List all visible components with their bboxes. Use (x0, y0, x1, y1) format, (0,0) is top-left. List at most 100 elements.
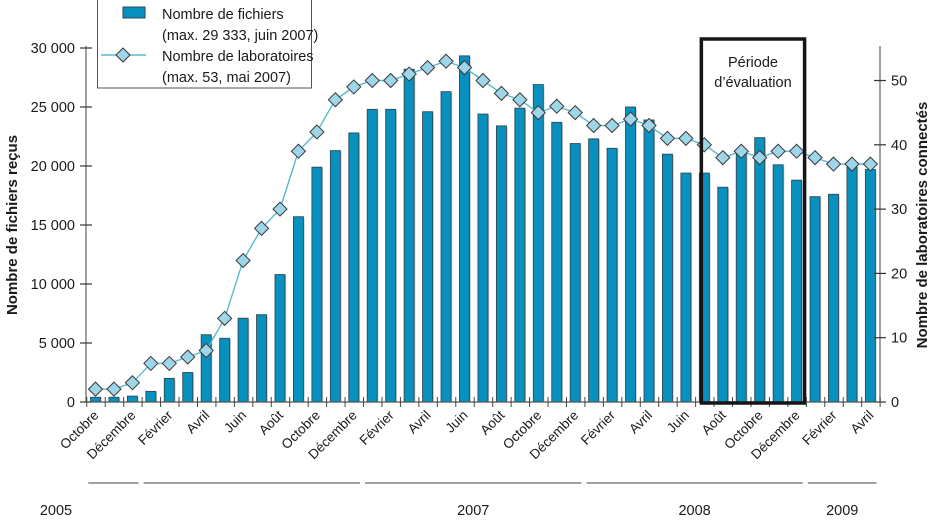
bar (791, 179, 803, 403)
bar (809, 196, 821, 403)
evaluation-period-label-line1: Période (728, 55, 778, 71)
labs-marker (475, 72, 491, 89)
bar (108, 396, 120, 403)
x-tick-label-month: Juin (443, 408, 471, 436)
x-tick-label-month: Février (357, 407, 398, 448)
labs-marker (585, 117, 602, 134)
legend-bar-swatch (122, 6, 146, 19)
bar (532, 84, 544, 403)
bar (311, 166, 323, 403)
labs-marker (143, 355, 159, 372)
labs-marker (235, 252, 251, 269)
bar (495, 125, 507, 403)
x-tick-label-month: Février (578, 407, 619, 448)
labs-marker (364, 72, 380, 89)
labs-marker (512, 92, 528, 108)
labs-marker (290, 143, 307, 159)
bar (717, 186, 729, 403)
labs-marker (253, 220, 270, 237)
labs-marker (844, 156, 860, 172)
labs-marker (825, 156, 842, 172)
y-tick-label-left: 10 000 (31, 277, 75, 293)
y-tick-label-left: 5 000 (39, 336, 75, 352)
bar (588, 138, 600, 403)
bar (385, 108, 397, 403)
y-axis-title-right: Nombre de laboratoires connectés (914, 102, 931, 349)
y-tick-label-right: 20 (891, 266, 907, 282)
bar (846, 165, 858, 403)
bar (348, 132, 360, 403)
labs-marker (530, 104, 547, 121)
x-tick-label-month: Avril (848, 408, 877, 437)
labs-marker (770, 143, 786, 159)
bar (625, 106, 636, 403)
bar (256, 314, 267, 403)
y-tick-label-left: 25 000 (31, 100, 75, 116)
y-tick-label-right: 0 (891, 395, 899, 411)
labs-marker (161, 355, 178, 372)
year-label: 2007 (457, 503, 489, 519)
y-tick-label-right: 30 (891, 202, 907, 218)
bar (274, 274, 286, 403)
labs-marker (272, 201, 288, 217)
axes-layer (80, 46, 886, 407)
labs-marker (401, 66, 417, 82)
bar (293, 216, 304, 403)
bars-layer (90, 55, 877, 403)
bar (403, 68, 415, 403)
labs-marker (124, 375, 141, 391)
bar (329, 150, 341, 403)
labs-marker (106, 381, 122, 397)
labs-marker (327, 92, 344, 108)
bar (606, 147, 618, 403)
legend-label-labs: Nombre de laboratoires (162, 49, 314, 65)
bar (126, 395, 138, 403)
labs-marker (715, 149, 731, 166)
x-tick-label-month: Août (256, 407, 286, 437)
bar (569, 143, 581, 403)
legend: Nombre de fichiers (max. 29 333, juin 20… (97, 0, 318, 89)
legend-diamond-marker (115, 47, 131, 63)
bar (828, 193, 839, 403)
labs-marker (788, 143, 805, 159)
x-tick-label-month: Février (799, 407, 840, 448)
bar (90, 396, 101, 403)
labs-marker (456, 59, 473, 76)
bar (145, 390, 157, 403)
labs-marker (198, 342, 214, 359)
labs-marker (622, 111, 639, 127)
labs-marker (346, 79, 362, 95)
bar (551, 121, 563, 403)
bar (735, 151, 747, 403)
x-tick-label-month: Avril (405, 408, 434, 437)
y-tick-label-left: 20 000 (31, 159, 75, 175)
y-tick-label-right: 50 (891, 74, 907, 90)
labs-marker (87, 381, 104, 397)
labs-marker (678, 130, 694, 147)
labs-marker (604, 117, 620, 134)
y-tick-label-right: 40 (891, 138, 907, 154)
labs-marker (751, 149, 768, 166)
x-tick-label-month: Février (135, 407, 176, 448)
labs-marker (438, 53, 454, 69)
y-axis-title-left: Nombre de fichiers reçus (4, 135, 21, 315)
labs-marker (180, 349, 196, 365)
bar (864, 169, 876, 403)
x-tick-label-month: Août (699, 407, 729, 437)
x-tick-label-month: Août (477, 407, 507, 437)
bar (662, 153, 673, 403)
year-label: 2008 (678, 503, 710, 519)
labs-marker (549, 98, 565, 114)
bar (440, 91, 452, 403)
bar (754, 137, 766, 403)
y-tick-label-left: 0 (67, 395, 75, 411)
x-tick-label-month: Juin (221, 408, 249, 436)
labs-marker (493, 85, 510, 102)
evaluation-period-box (699, 37, 807, 405)
bar (680, 172, 692, 403)
labs-marker (733, 143, 749, 159)
labs-marker (382, 72, 399, 89)
y-tick-label-left: 30 000 (31, 41, 75, 57)
x-tick-label-month: Juin (664, 408, 692, 436)
